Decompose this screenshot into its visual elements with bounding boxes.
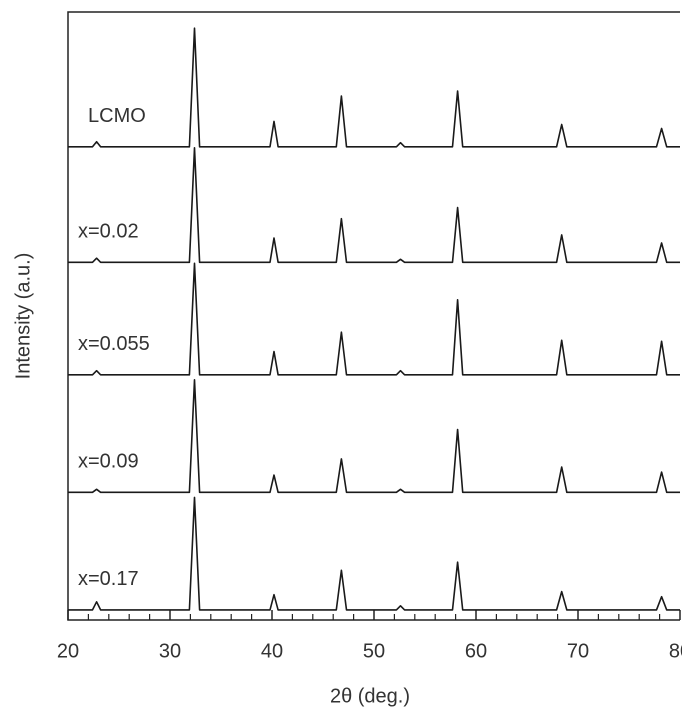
xrd-trace	[68, 147, 680, 264]
x-tick-label: 30	[159, 640, 181, 662]
trace-label: x=0.02	[78, 221, 139, 243]
x-tick-label: 20	[57, 640, 79, 662]
x-tick-label: 60	[465, 640, 487, 662]
y-axis-label: Intensity (a.u.)	[12, 253, 34, 380]
x-axis-label: 2θ (deg.)	[330, 685, 410, 707]
x-tick-label: 80	[669, 640, 682, 662]
xrd-trace	[68, 262, 680, 376]
trace-label: x=0.055	[78, 333, 150, 355]
xrd-trace	[68, 27, 680, 148]
x-tick-label: 50	[363, 640, 385, 662]
trace-label: LCMO	[88, 105, 146, 127]
trace-label: x=0.09	[78, 451, 139, 473]
xrd-trace	[68, 496, 680, 611]
x-tick-label: 70	[567, 640, 589, 662]
trace-label: x=0.17	[78, 568, 139, 590]
x-tick-label: 40	[261, 640, 283, 662]
xrd-trace	[68, 378, 680, 494]
plot-frame	[67, 11, 680, 621]
